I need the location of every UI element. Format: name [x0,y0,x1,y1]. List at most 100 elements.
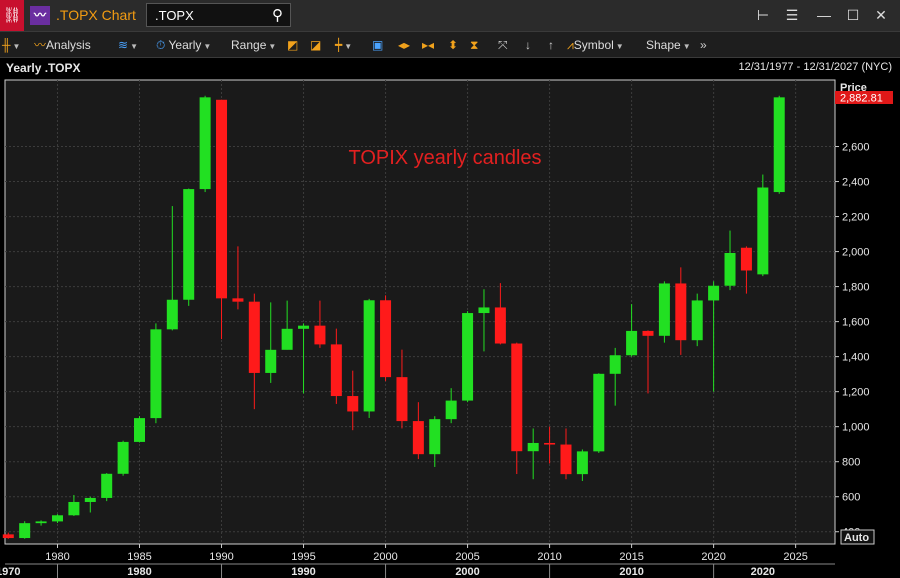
analysis-menu[interactable]: 〰Analysis [34,38,91,52]
menu-icon[interactable]: ☰ [785,7,799,23]
candle-body [84,497,96,502]
calendar-icon[interactable]: ▣ [372,38,384,52]
candle [117,440,129,476]
candlestick-chart[interactable]: 4006008001,0001,2001,4001,6001,8002,0002… [0,78,900,578]
candle-body [117,441,129,474]
clock-icon: ⏱ [156,38,166,52]
zoom-vertical-icon[interactable]: ⬍ [448,38,459,52]
candle [363,298,375,418]
candle-body [691,300,703,341]
periodicity-menu[interactable]: ⏱ Yearly ▼ [156,38,212,52]
app-link-icon[interactable]: ⛓ [0,0,24,31]
candle [298,323,310,394]
candle-body [773,97,785,193]
candle [2,532,14,539]
decade-label: 2010 [619,566,643,578]
candle-body [248,301,260,373]
candle-body [19,523,31,539]
x-tick-label: 2025 [783,551,807,563]
compress-icon[interactable]: ⧗ [470,38,479,52]
candle [708,281,720,392]
candle [642,330,654,394]
shape-menu[interactable]: Shape ▼ [646,38,691,52]
minimize-button[interactable]: — [817,7,831,23]
x-axis: 1980 1985 1990 1995 2000 2005 2010 2015 2020 2025… [0,544,835,578]
candle-body [166,299,178,330]
candle-body [724,252,736,286]
range-menu[interactable]: Range ▼ [231,38,277,52]
tree-icon[interactable]: ⊢ [756,7,770,23]
y-tick-label: 1,400 [842,352,870,364]
candle-body [51,515,63,522]
candle-body [134,418,146,442]
candle [166,206,178,331]
candle [544,426,556,464]
fit-icon[interactable]: ⤧ [498,38,508,52]
candles [2,95,785,539]
candle [134,416,146,443]
x-tick-label: 2005 [455,551,479,563]
candle [84,496,96,513]
overlay-menu[interactable]: ≋ ▼ [118,38,138,52]
scroll-left-icon[interactable]: ◂▸ [398,38,411,52]
candle [560,428,572,480]
candle-body [708,285,720,301]
candle-body [363,300,375,412]
up-arrow-icon[interactable]: ↑ [548,38,554,52]
search-icon[interactable]: ⚲ [272,7,283,24]
candle [216,99,228,340]
x-tick-label: 2000 [373,551,397,563]
candle-body [314,325,326,345]
crosshair-icon[interactable]: ┿ ▼ [335,38,353,52]
candle [429,416,441,467]
close-button[interactable]: ✕ [875,7,887,23]
x-tick-label: 2020 [701,551,725,563]
decade-label: 2000 [455,566,479,578]
candle-body [150,329,162,419]
candle-body [445,400,457,420]
decade-label: 1990 [291,566,315,578]
candle-body [281,328,293,350]
more-icon[interactable]: » [700,38,707,52]
date-range: 12/31/1977 - 12/31/2027 (NYC) [738,61,893,73]
x-tick-label: 2010 [537,551,561,563]
decade-label: 1980 [127,566,151,578]
candle [494,283,506,345]
symbol-menu[interactable]: ⩘Symbol ▼ [567,38,624,52]
wave-icon: ≋ [118,38,129,52]
candle [724,230,736,291]
title-bar: ⛓ 〰 .TOPX Chart .TOPX ⚲ ⊢ ☰ — ☐ ✕ [0,0,900,31]
candle [330,328,342,404]
zoom-in-icon[interactable]: ▸◂ [422,38,435,52]
candle [150,323,162,424]
candle [19,521,31,539]
candle [511,342,523,474]
candle-body [298,325,310,329]
compare-icon: ⩘ [567,38,574,52]
candle [281,300,293,350]
candle [314,300,326,348]
chart-app-icon: 〰 [30,6,50,25]
candle [101,473,113,502]
y-tick-label: 2,400 [842,177,870,189]
candle-body [626,330,638,356]
candlestick-icon: ╫ [2,38,11,52]
decade-label: 1970 [0,566,21,578]
candle-body [380,300,392,378]
candle [199,95,211,193]
area-chart-icon[interactable]: ◪ [310,38,322,52]
maximize-button[interactable]: ☐ [846,7,860,23]
symbol-search-input[interactable]: .TOPX ⚲ [146,3,291,27]
candle-body [2,534,14,539]
auto-scale-label: Auto [844,532,869,544]
candle-type-button[interactable]: ╫ ▼ [2,38,21,52]
candle [462,311,474,403]
line-chart-icon[interactable]: ◩ [287,38,299,52]
x-tick-label: 1980 [45,551,69,563]
candle-body [396,377,408,422]
decade-label: 2020 [751,566,775,578]
candle-body [527,442,539,452]
candle-body [658,283,670,336]
auto-scale-button[interactable] [840,529,875,545]
down-arrow-icon[interactable]: ↓ [525,38,531,52]
